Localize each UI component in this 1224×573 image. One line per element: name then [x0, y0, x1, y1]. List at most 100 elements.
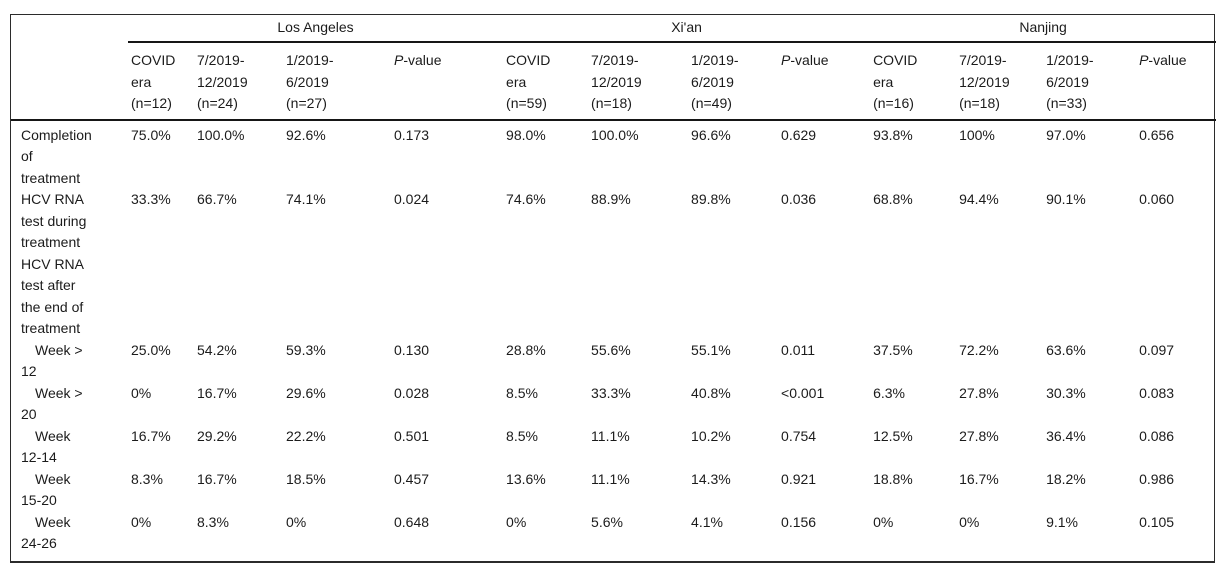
- data-cell: 100.0%: [197, 126, 245, 143]
- data-cell: 0.036: [781, 191, 817, 207]
- data-cell: 0.105: [1139, 513, 1175, 530]
- data-cell: 5.6%: [591, 513, 623, 530]
- table-row-week-gt-20: Week > 20 0% 16.7% 29.6% 0.028 8.5% 33.3…: [11, 383, 1216, 426]
- data-cell: 74.6%: [506, 191, 546, 207]
- data-cell: 0.028: [394, 384, 430, 401]
- data-cell: 8.5%: [506, 384, 538, 401]
- row-label: Week 15-20: [21, 470, 71, 509]
- data-cell: 30.3%: [1046, 384, 1086, 401]
- col-header-xian-1-6-2019: 1/2019- 6/2019 (n=49): [688, 42, 779, 121]
- data-cell: 27.8%: [959, 384, 999, 401]
- row-label: Week 12-14: [21, 427, 71, 466]
- data-cell: 74.1%: [286, 191, 326, 207]
- data-cell: [588, 254, 688, 340]
- row-label: Week > 20: [21, 384, 83, 423]
- row-label: HCV RNA test after the end of treatment: [21, 255, 85, 337]
- data-cell: [194, 254, 283, 340]
- group-header-xian: Xi'an: [503, 15, 871, 43]
- col-header-la-7-12-2019: 7/2019- 12/2019 (n=24): [194, 42, 283, 121]
- data-cell: 0.083: [1139, 384, 1175, 401]
- col-header-xian-pvalue: P-value: [778, 42, 871, 121]
- corner-cell: [11, 15, 128, 42]
- data-cell: 37.5%: [873, 341, 913, 358]
- data-cell: 100.0%: [591, 126, 639, 143]
- data-cell: 88.9%: [591, 191, 631, 207]
- data-cell: 25.0%: [131, 341, 171, 358]
- data-cell: 0.648: [394, 513, 430, 530]
- data-cell: 27.8%: [959, 427, 999, 444]
- data-cell: 0%: [873, 513, 894, 530]
- data-cell: 0.173: [394, 126, 430, 143]
- data-cell: [688, 254, 778, 340]
- data-cell: 75.0%: [131, 126, 171, 143]
- data-cell: 93.8%: [873, 126, 913, 143]
- table-row-hcv-rna-after-treatment: HCV RNA test after the end of treatment: [11, 254, 1216, 340]
- col-header-la-pvalue: P-value: [391, 42, 504, 121]
- data-cell: 55.1%: [691, 341, 731, 358]
- row-label: Completion of treatment: [21, 126, 92, 186]
- data-cell: 16.7%: [197, 384, 237, 401]
- col-header-xian-covid-era: COVID era (n=59): [503, 42, 589, 121]
- table-row-completion-of-treatment: Completion of treatment 75.0% 100.0% 92.…: [11, 120, 1216, 190]
- group-header-los-angeles: Los Angeles: [128, 15, 504, 43]
- data-cell: 0.754: [781, 427, 817, 444]
- data-cell: 66.7%: [197, 191, 237, 207]
- data-cell: 0.011: [781, 341, 816, 358]
- data-cell: 28.8%: [506, 341, 546, 358]
- data-cell: 11.1%: [591, 427, 630, 444]
- data-cell: 54.2%: [197, 341, 237, 358]
- data-cell: 55.6%: [591, 341, 631, 358]
- data-cell: 0.986: [1139, 470, 1175, 487]
- data-cell: 0.024: [394, 191, 430, 207]
- col-header-nanjing-1-6-2019: 1/2019- 6/2019 (n=33): [1043, 42, 1137, 121]
- data-cell: 0.457: [394, 470, 430, 487]
- data-cell: [956, 254, 1043, 340]
- data-cell: [870, 254, 956, 340]
- data-cell: 68.8%: [873, 191, 913, 207]
- data-cell: 8.5%: [506, 427, 538, 444]
- col-header-la-covid-era: COVID era (n=12): [128, 42, 194, 121]
- data-cell: 4.1%: [691, 513, 723, 530]
- data-cell: [1043, 254, 1136, 340]
- table-row-week-15-20: Week 15-20 8.3% 16.7% 18.5% 0.457 13.6% …: [11, 469, 1216, 512]
- data-cell: 29.2%: [197, 427, 237, 444]
- data-cell: [503, 254, 588, 340]
- col-header-xian-7-12-2019: 7/2019- 12/2019 (n=18): [588, 42, 689, 121]
- data-cell: 14.3%: [691, 470, 731, 487]
- data-cell: 96.6%: [691, 126, 731, 143]
- data-cell: 0%: [506, 513, 527, 530]
- table-row-week-gt-12: Week > 12 25.0% 54.2% 59.3% 0.130 28.8% …: [11, 340, 1216, 383]
- table-row-week-12-14: Week 12-14 16.7% 29.2% 22.2% 0.501 8.5% …: [11, 426, 1216, 469]
- data-cell: 29.6%: [286, 384, 326, 401]
- data-cell: 6.3%: [873, 384, 905, 401]
- data-cell: 72.2%: [959, 341, 999, 358]
- data-cell: 63.6%: [1046, 341, 1086, 358]
- row-header-blank: [11, 42, 128, 121]
- data-cell: 0.656: [1139, 126, 1175, 143]
- data-cell: 0.060: [1139, 191, 1175, 207]
- data-cell: 22.2%: [286, 427, 326, 444]
- data-cell: [1136, 254, 1216, 340]
- data-cell: 0.921: [781, 470, 817, 487]
- data-cell: 100%: [959, 126, 995, 143]
- data-cell: 16.7%: [131, 427, 171, 444]
- data-cell: 11.1%: [591, 470, 630, 487]
- data-cell: 18.8%: [873, 470, 913, 487]
- data-cell: 94.4%: [959, 191, 999, 207]
- data-cell: 92.6%: [286, 126, 326, 143]
- data-cell: 18.2%: [1046, 470, 1086, 487]
- data-cell: 0.156: [781, 513, 817, 530]
- data-cell: 0.086: [1139, 427, 1175, 444]
- data-cell: 0.629: [781, 126, 817, 143]
- group-header-nanjing: Nanjing: [870, 15, 1217, 43]
- data-cell: 8.3%: [131, 470, 163, 487]
- data-cell: 12.5%: [873, 427, 913, 444]
- table-row-hcv-rna-during-treatment: HCV RNA test during treatment 33.3% 66.7…: [11, 189, 1216, 254]
- data-cell: 0.501: [394, 427, 430, 444]
- data-cell: [128, 254, 194, 340]
- data-cell: 0.130: [394, 341, 430, 358]
- data-cell: 13.6%: [506, 470, 546, 487]
- col-header-nanjing-7-12-2019: 7/2019- 12/2019 (n=18): [956, 42, 1044, 121]
- data-cell: 97.0%: [1046, 126, 1086, 143]
- data-cell: 8.3%: [197, 513, 229, 530]
